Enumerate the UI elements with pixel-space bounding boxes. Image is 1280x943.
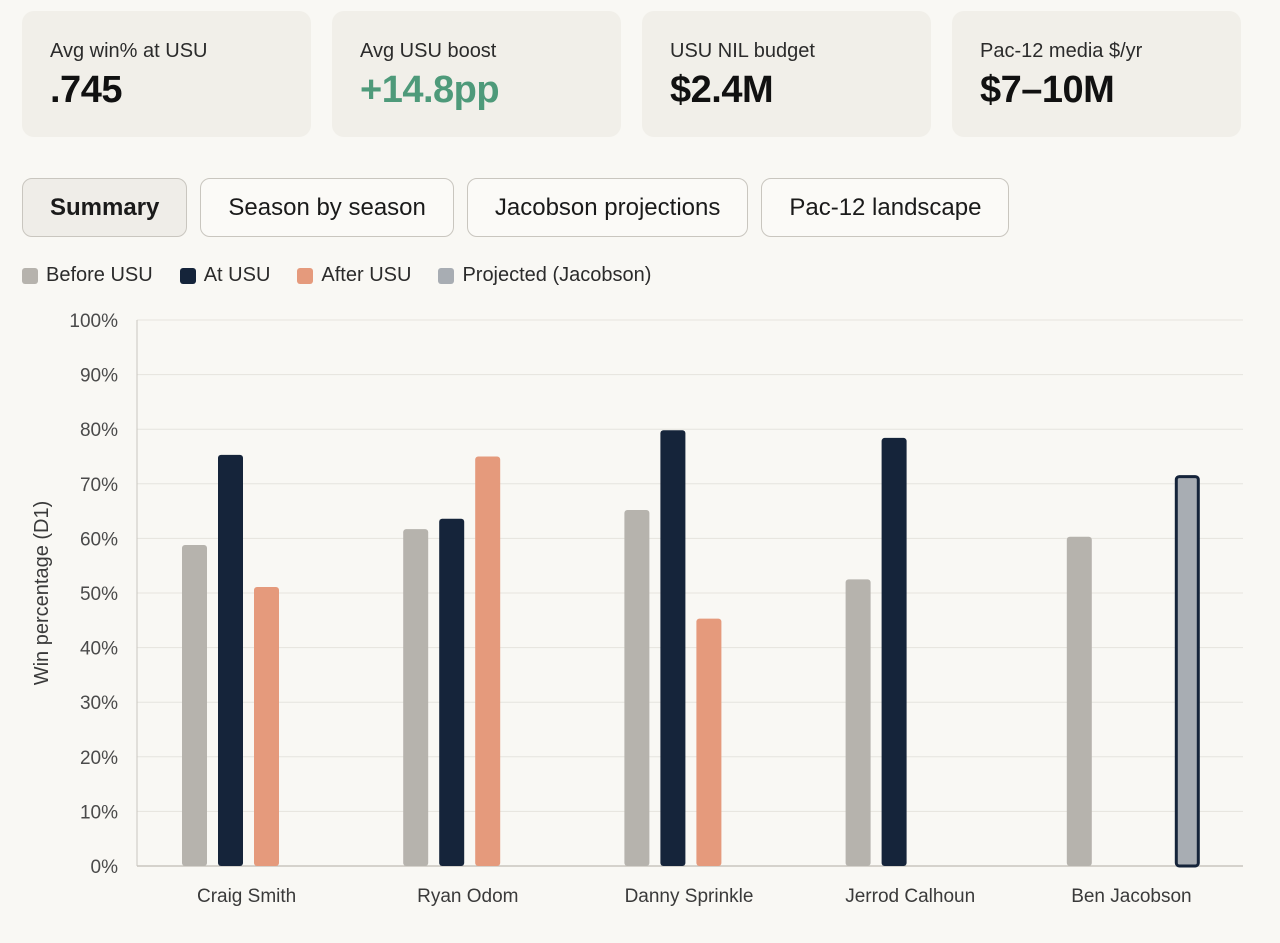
legend-swatch	[22, 267, 38, 284]
stat-card-avg-boost: Avg USU boost +14.8pp	[332, 11, 621, 137]
stat-label: Avg win% at USU	[50, 40, 208, 62]
legend-label: After USU	[321, 264, 412, 286]
y-tick-label: 10%	[80, 802, 118, 823]
x-tick-label: Ben Jacobson	[1071, 886, 1191, 907]
bar-before-usu	[845, 579, 871, 866]
legend-item-at: At USU	[179, 264, 271, 287]
legend-swatch	[179, 267, 196, 284]
x-tick-label: Ryan Odom	[417, 886, 518, 907]
tab-bar: Summary Season by season Jacobson projec…	[22, 178, 1010, 237]
bar-before-usu	[182, 544, 207, 866]
legend-item-before: Before USU	[22, 264, 153, 287]
stat-card-nil-budget: USU NIL budget $2.4M	[642, 11, 931, 137]
win-percentage-chart: 0% 10% 20% 30% 40% 50% 60% 70% 80% 90% 100% Win per…	[31, 311, 1243, 907]
bar-after-usu	[696, 618, 722, 866]
bar-after-usu	[475, 456, 501, 866]
y-tick-label: 0%	[91, 857, 119, 878]
stat-value: $2.4M	[670, 69, 774, 111]
stat-value: $7–10M	[980, 69, 1115, 111]
bar-at-usu	[881, 437, 907, 866]
stat-value: +14.8pp	[360, 69, 500, 111]
bar-at-usu	[660, 430, 686, 866]
legend-label: Projected (Jacobson)	[462, 264, 652, 286]
y-tick-label: 30%	[80, 693, 118, 714]
tab-pac12-landscape[interactable]: Pac-12 landscape	[761, 178, 1010, 237]
stat-cards: Avg win% at USU .745 Avg USU boost +14.8…	[22, 11, 1241, 137]
y-tick-label: 80%	[80, 420, 118, 441]
stat-label: USU NIL budget	[670, 40, 815, 62]
chart-legend: Before USU At USU After USU Projected (J…	[22, 264, 651, 287]
y-tick-label: 100%	[69, 311, 118, 332]
tab-season-by-season[interactable]: Season by season	[200, 178, 454, 237]
y-tick-label: 70%	[80, 475, 118, 496]
y-tick-label: 50%	[80, 584, 118, 605]
legend-item-after: After USU	[297, 264, 411, 287]
stat-value: .745	[50, 69, 122, 111]
bar-before-usu	[1066, 536, 1092, 866]
legend-label: Before USU	[46, 264, 153, 286]
y-tick-label: 60%	[80, 529, 118, 550]
x-tick-label: Jerrod Calhoun	[845, 886, 975, 907]
legend-label: At USU	[203, 264, 271, 286]
stat-card-media-rights: Pac-12 media $/yr $7–10M	[952, 11, 1241, 137]
legend-swatch	[438, 267, 455, 284]
bar-at-usu	[218, 454, 243, 866]
y-tick-label: 40%	[80, 639, 118, 660]
y-tick-label: 90%	[80, 366, 118, 387]
stat-card-avg-win: Avg win% at USU .745	[22, 11, 311, 137]
tab-summary[interactable]: Summary	[22, 178, 188, 237]
bar-before-usu	[403, 529, 429, 866]
tab-jacobson-projections[interactable]: Jacobson projections	[466, 178, 749, 237]
x-tick-label: Craig Smith	[197, 886, 296, 907]
y-axis-label: Win percentage (D1)	[31, 501, 53, 686]
stat-label: Pac-12 media $/yr	[980, 40, 1143, 62]
bar-before-usu	[624, 510, 650, 866]
legend-item-projected: Projected (Jacobson)	[438, 264, 651, 287]
y-tick-label: 20%	[80, 748, 118, 769]
x-tick-label: Danny Sprinkle	[625, 886, 754, 907]
bar-at-usu	[439, 518, 465, 866]
stat-label: Avg USU boost	[360, 40, 497, 62]
bar-after-usu	[254, 586, 279, 866]
bar-projected-jacobson	[1174, 475, 1200, 868]
legend-swatch	[297, 267, 314, 284]
